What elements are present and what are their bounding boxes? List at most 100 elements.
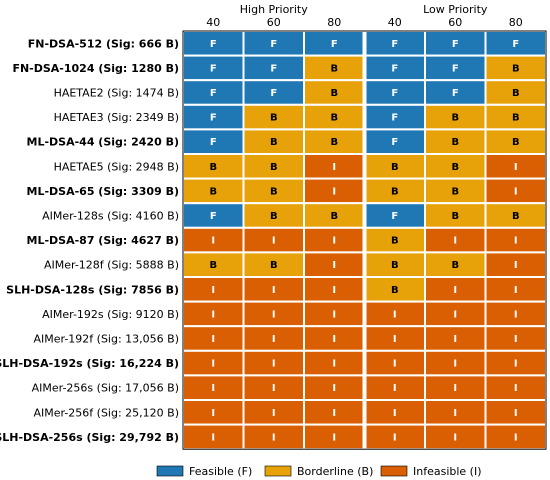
cell-value-label: I — [332, 408, 336, 419]
heatmap-cell — [303, 128, 366, 155]
cell-value-label: B — [330, 211, 338, 222]
row-label: ML-DSA-65 (Sig: 3309 B) — [27, 185, 179, 198]
heatmap-cell — [303, 423, 366, 451]
legend-swatch — [380, 465, 408, 477]
cell-value-label: B — [391, 285, 399, 296]
column-headers: High Priority 40 60 80 Low Priority 40 60 80 — [206, 3, 523, 29]
heatmap-cell — [303, 226, 366, 254]
cell-value-label: B — [270, 186, 278, 197]
column-tick-label: 40 — [388, 16, 402, 29]
cell-value-label: I — [332, 359, 336, 370]
cell-value-label: I — [453, 334, 457, 345]
cell-value-label: F — [270, 39, 277, 50]
cell-value-label: B — [391, 186, 399, 197]
cell-value-label: I — [272, 432, 276, 443]
cell-value-label: I — [332, 383, 336, 394]
heatmap-cell — [242, 325, 305, 352]
legend: Feasible (F) Borderline (B) Infeasible (I) — [156, 465, 482, 478]
cell-value-label: I — [272, 359, 276, 370]
cell-value-label: I — [514, 162, 518, 173]
cell-value-label: F — [391, 63, 398, 74]
cell-value-label: B — [451, 260, 459, 271]
heatmap-cell — [363, 374, 426, 401]
cell-value-label: B — [270, 137, 278, 148]
cell-value-label: I — [514, 260, 518, 271]
cell-value-label: I — [393, 408, 397, 419]
heatmap-cell — [242, 300, 305, 328]
row-label: FN-DSA-512 (Sig: 666 B) — [28, 37, 179, 50]
cell-value-label: B — [391, 236, 399, 247]
cell-value-label: I — [332, 162, 336, 173]
heatmap-cell — [182, 276, 245, 303]
heatmap-cell — [182, 103, 245, 131]
cell-value-label: B — [209, 186, 217, 197]
heatmap-cell — [484, 226, 547, 254]
legend-item-borderline-b: Borderline (B) — [264, 465, 373, 478]
cell-value-label: I — [332, 186, 336, 197]
cell-value-label: F — [512, 39, 519, 50]
cell-value-label: I — [211, 309, 215, 320]
cell-value-label: I — [272, 309, 276, 320]
row-label: AIMer-256f (Sig: 25,120 B) — [33, 406, 179, 419]
heatmap-cell — [363, 202, 426, 229]
grid-border — [182, 30, 547, 450]
cell-value-label: B — [391, 162, 399, 173]
cell-value-label: I — [514, 186, 518, 197]
cell-value-label: B — [209, 260, 217, 271]
row-label: SLH-DSA-256s (Sig: 29,792 B) — [0, 431, 179, 444]
heatmap-cell — [182, 349, 245, 377]
cell-value-label: I — [453, 383, 457, 394]
row-label: AIMer-192f (Sig: 13,056 B) — [33, 333, 179, 346]
row-label: HAETAE3 (Sig: 2349 B) — [54, 111, 179, 124]
cell-value-label: B — [270, 260, 278, 271]
cell-value-label: I — [272, 334, 276, 345]
cell-value-label: B — [330, 113, 338, 124]
cell-value-label: F — [331, 39, 338, 50]
heatmap-cell — [484, 202, 547, 229]
cell-value-label: I — [514, 359, 518, 370]
cell-value-label: B — [270, 162, 278, 173]
cell-value-label: B — [512, 211, 520, 222]
cell-value-label: I — [514, 408, 518, 419]
cell-value-label: I — [211, 334, 215, 345]
heatmap-cell — [484, 153, 547, 180]
cell-value-label: I — [514, 334, 518, 345]
cell-value-label: F — [391, 113, 398, 124]
cell-value-label: F — [210, 39, 217, 50]
cell-value-label: I — [393, 359, 397, 370]
cell-value-label: I — [332, 260, 336, 271]
cell-value-label: B — [512, 113, 520, 124]
heatmap-cell — [242, 226, 305, 254]
row-label: ML-DSA-87 (Sig: 4627 B) — [27, 234, 179, 247]
cell-value-label: I — [332, 432, 336, 443]
cell-value-label: F — [452, 63, 459, 74]
heatmap-cell — [484, 300, 547, 328]
legend-label: Infeasible (I) — [413, 465, 482, 478]
cell-value-label: B — [451, 113, 459, 124]
cell-value-label: I — [514, 383, 518, 394]
heatmap-cell — [424, 374, 487, 401]
heatmap-cell — [424, 325, 487, 352]
row-label: ML-DSA-44 (Sig: 2420 B) — [27, 136, 179, 149]
cell-value-label: F — [391, 88, 398, 99]
cell-value-label: I — [514, 309, 518, 320]
cell-value-label: I — [211, 236, 215, 247]
row-label: AIMer-256s (Sig: 17,056 B) — [32, 382, 179, 395]
cell-value-label: I — [211, 432, 215, 443]
cell-value-label: I — [211, 285, 215, 296]
cell-value-label: B — [512, 88, 520, 99]
cell-value-label: F — [210, 88, 217, 99]
cell-value-label: I — [514, 285, 518, 296]
row-label: HAETAE2 (Sig: 1474 B) — [54, 87, 179, 100]
row-label: SLH-DSA-128s (Sig: 7856 B) — [6, 283, 179, 296]
column-tick-label: 60 — [448, 16, 462, 29]
heatmap-cell — [242, 54, 305, 82]
cell-value-label: I — [393, 432, 397, 443]
group-label-low-priority: Low Priority — [423, 3, 488, 16]
cell-value-label: I — [453, 432, 457, 443]
heatmap-cell — [424, 103, 487, 131]
cell-value-label: I — [211, 383, 215, 394]
cell-value-label: F — [210, 63, 217, 74]
cell-value-label: B — [512, 137, 520, 148]
